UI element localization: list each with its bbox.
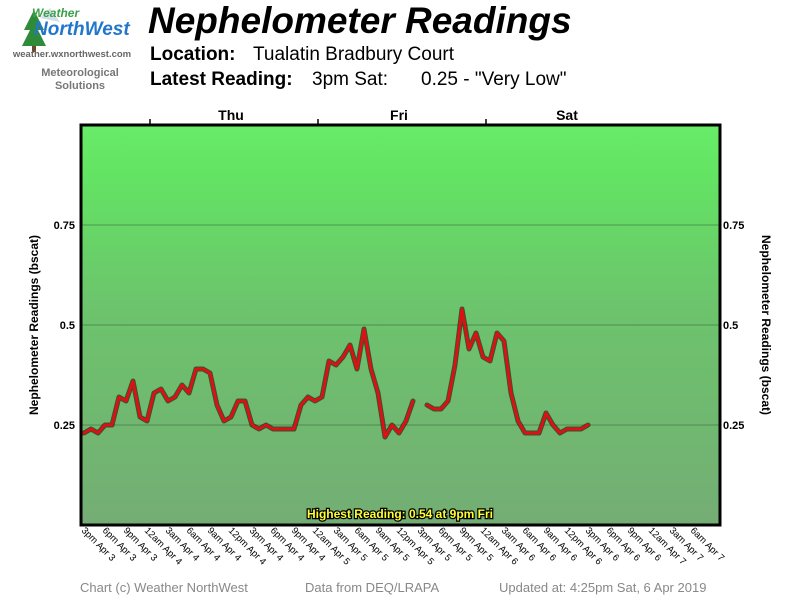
plot-frame <box>79 123 722 527</box>
y-tick-label-left: 0.75 <box>54 220 75 232</box>
page-title: Nephelometer Readings <box>148 0 572 41</box>
footer-data-source: Data from DEQ/LRAPA <box>305 580 440 595</box>
latest-reading-label: Latest Reading: <box>150 69 293 90</box>
y-tick-label-right: 0.75 <box>723 220 744 232</box>
footer-updated: Updated at: 4:25pm Sat, 6 Apr 2019 <box>499 580 707 595</box>
logo-brand-line2: NorthWest <box>34 19 130 40</box>
day-label: Fri <box>390 107 408 123</box>
y-axis-title-right: Nephelometer Readings (bscat) <box>759 235 773 415</box>
day-label: Thu <box>218 107 244 123</box>
logo-tagline-line1: Meteorological <box>41 67 119 79</box>
y-tick-label-right: 0.25 <box>723 420 744 432</box>
latest-reading-time: 3pm Sat: <box>312 69 389 90</box>
weather-northwest-logo <box>8 6 136 96</box>
logo-brand-line1: Weather <box>32 6 80 20</box>
location-label: Location: <box>150 44 236 65</box>
series-line <box>82 327 415 439</box>
day-label: Sat <box>556 107 578 123</box>
y-tick-label-left: 0.25 <box>54 420 75 432</box>
logo-tagline-line2: Solutions <box>54 80 106 92</box>
y-tick-label-left: 0.5 <box>60 320 75 332</box>
y-axis-title-left: Nephelometer Readings (bscat) <box>27 235 41 415</box>
y-tick-label-right: 0.5 <box>723 320 738 332</box>
latest-reading-value: 0.25 - "Very Low" <box>421 69 567 90</box>
highest-reading-annotation: Highest Reading: 0.54 at 9pm Fri <box>307 507 493 521</box>
footer-copyright: Chart (c) Weather NorthWest <box>80 580 248 595</box>
location-value: Tualatin Bradbury Court <box>253 44 455 65</box>
logo-url[interactable]: weather.wxnorthwest.com <box>12 49 132 60</box>
series-line <box>425 307 590 435</box>
tree-icon <box>22 8 60 52</box>
